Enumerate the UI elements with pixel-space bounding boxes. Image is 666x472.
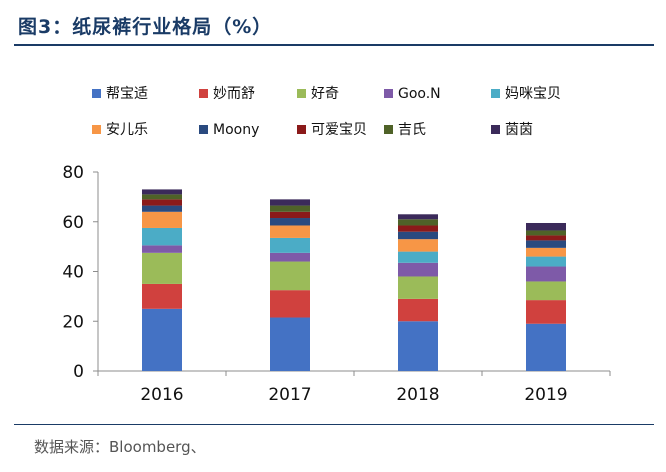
legend-label: 帮宝适 — [106, 86, 148, 102]
legend-item: 帮宝适 — [92, 86, 148, 102]
bar-segment — [526, 281, 566, 301]
bar-segment — [398, 219, 438, 226]
bar-segment — [398, 251, 438, 263]
title-divider — [14, 44, 654, 46]
bar-segment — [142, 227, 182, 246]
bar-segment — [270, 237, 310, 253]
figure-title: 图3：纸尿裤行业格局（%） — [18, 16, 273, 38]
source-note: 数据来源：Bloomberg、 — [34, 438, 206, 456]
legend-item: 吉氏 — [384, 122, 426, 138]
legend-swatch — [297, 89, 306, 98]
bar-segment — [142, 211, 182, 228]
legend-label: 可爱宝贝 — [311, 122, 367, 138]
bar-segment — [526, 230, 566, 236]
legend-item: 安儿乐 — [92, 122, 148, 138]
x-tick-label: 2017 — [268, 385, 311, 405]
legend-item: 好奇 — [297, 85, 339, 102]
bar-segment — [526, 266, 566, 282]
bar-segment — [270, 261, 310, 291]
legend-item: 可爱宝贝 — [297, 122, 367, 138]
bar-segment — [526, 300, 566, 324]
legend-label: 妙而舒 — [213, 86, 255, 102]
y-tick-label: 40 — [62, 263, 84, 283]
y-tick-label: 60 — [62, 213, 84, 233]
bar-segment — [398, 239, 438, 252]
legend-swatch — [491, 125, 500, 134]
bar-segment — [270, 252, 310, 262]
legend-label: 安儿乐 — [106, 122, 148, 138]
bar-stack-2018 — [398, 214, 438, 371]
legend-swatch — [199, 125, 208, 134]
bar-segment — [142, 252, 182, 284]
bar-segment — [270, 218, 310, 226]
legend-swatch — [92, 89, 101, 98]
bar-segment — [398, 214, 438, 220]
bar-segment — [142, 283, 182, 309]
bar-segment — [526, 222, 566, 231]
bar-segment — [398, 225, 438, 232]
bar-segment — [526, 323, 566, 371]
legend-label: 吉氏 — [398, 122, 426, 138]
bar-stack-2017 — [270, 199, 310, 371]
bar-segment — [398, 298, 438, 322]
bar-segment — [398, 262, 438, 277]
legend-swatch — [92, 125, 101, 134]
plot-area: 0 20 40 60 80 2016 2017 2018 2019 — [62, 163, 611, 405]
bar-segment — [142, 308, 182, 371]
bar-stack-2016 — [142, 189, 182, 371]
bar-segment — [142, 205, 182, 212]
legend-label: 茵茵 — [505, 122, 533, 138]
bar-segment — [398, 321, 438, 371]
bar-segment — [526, 235, 566, 241]
bar-segment — [526, 240, 566, 248]
bar-segment — [270, 317, 310, 371]
legend-item: Moony — [199, 122, 259, 138]
bar-segment — [142, 189, 182, 195]
y-tick-label: 0 — [73, 362, 84, 382]
bar-segment — [526, 256, 566, 267]
bar-segment — [142, 199, 182, 206]
x-tick-label: 2016 — [140, 385, 183, 405]
bar-segment — [142, 245, 182, 253]
legend-label: 好奇 — [311, 85, 339, 102]
bar-segment — [142, 194, 182, 200]
legend-swatch — [199, 89, 208, 98]
bar-segment — [398, 276, 438, 299]
legend-item: 妙而舒 — [199, 86, 255, 102]
legend-swatch — [297, 125, 306, 134]
y-tick-label: 20 — [62, 312, 84, 332]
legend-item: 茵茵 — [491, 122, 533, 138]
legend-item: 妈咪宝贝 — [491, 86, 561, 102]
bar-segment — [270, 199, 310, 206]
legend-swatch — [384, 125, 393, 134]
legend-label: 妈咪宝贝 — [505, 86, 561, 102]
legend-swatch — [384, 89, 393, 98]
bar-segment — [270, 211, 310, 219]
legend-label: Goo.N — [398, 86, 441, 102]
bar-segment — [398, 231, 438, 240]
legend-swatch — [491, 89, 500, 98]
legend-label: Moony — [213, 122, 259, 138]
bar-segment — [270, 225, 310, 238]
bar-segment — [526, 247, 566, 257]
source-divider — [14, 424, 654, 425]
x-tick-label: 2018 — [396, 385, 439, 405]
bar-stack-2019 — [526, 222, 566, 371]
bar-segment — [270, 205, 310, 212]
legend-item: Goo.N — [384, 86, 441, 102]
x-tick-label: 2019 — [524, 385, 567, 405]
bar-segment — [270, 290, 310, 318]
y-tick-label: 80 — [62, 163, 84, 183]
